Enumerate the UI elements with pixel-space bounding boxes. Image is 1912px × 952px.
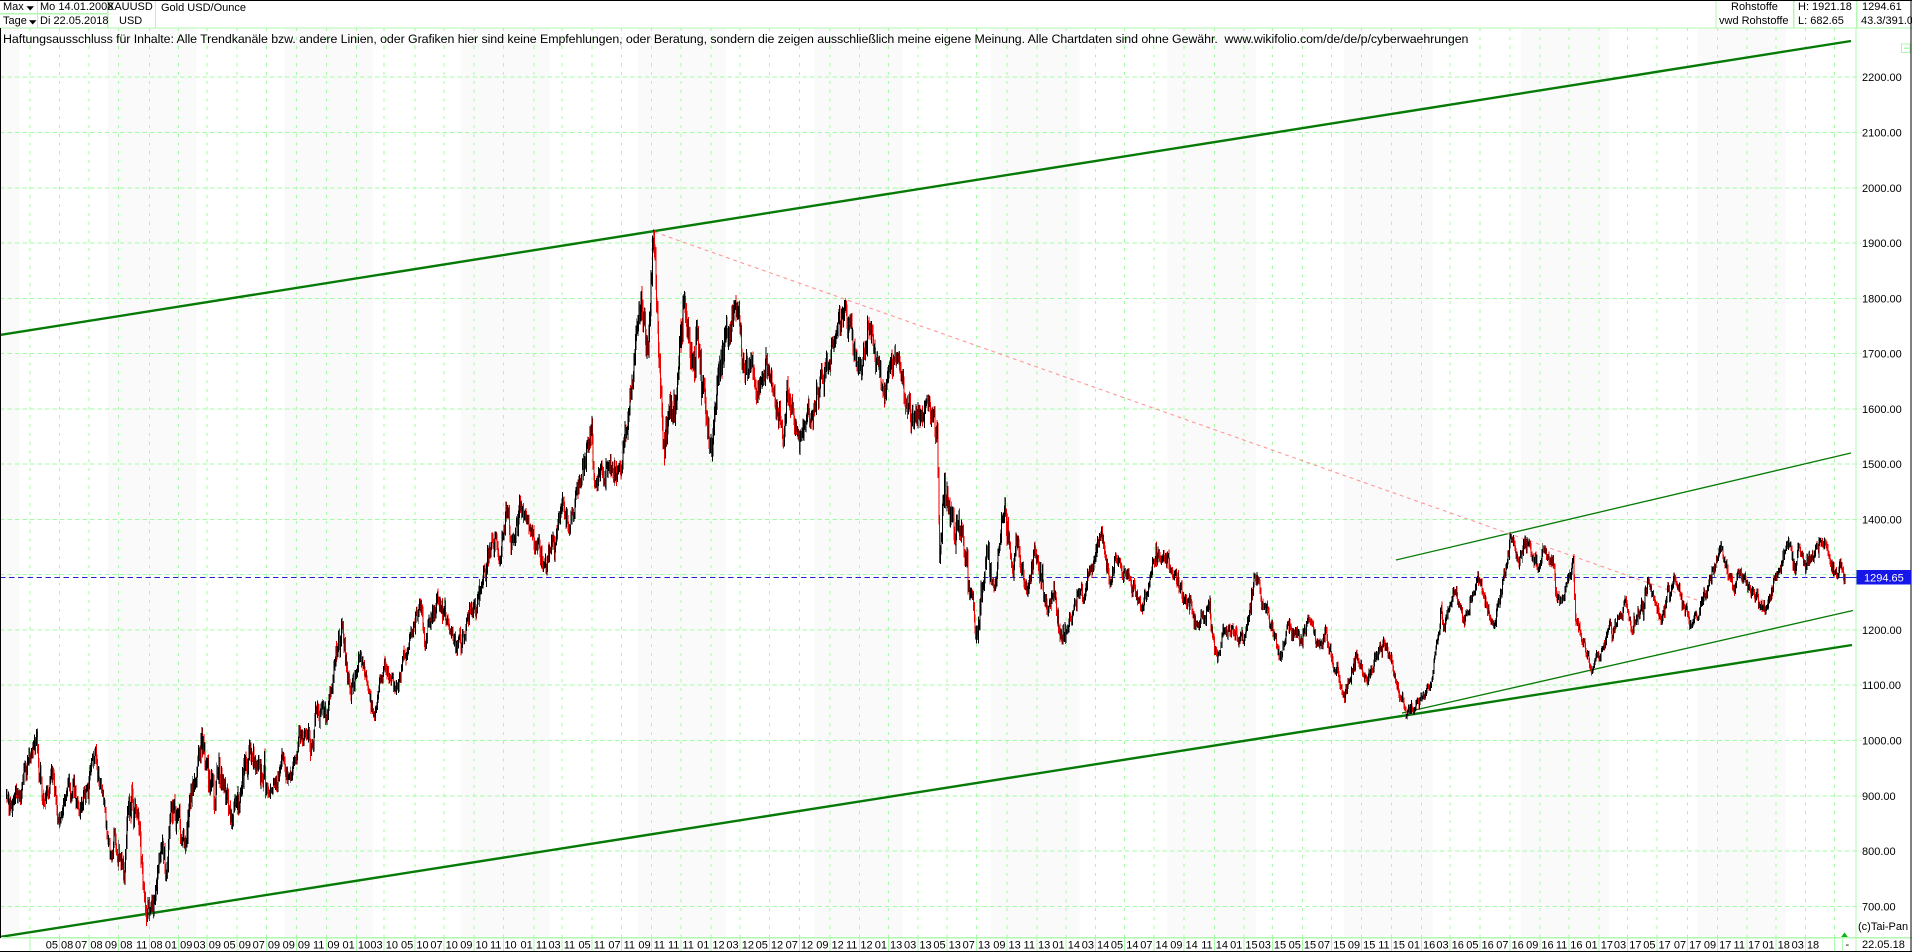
svg-text:09 11: 09 11 xyxy=(638,940,665,952)
svg-text:03 17: 03 17 xyxy=(1614,940,1642,952)
svg-text:09 09: 09 09 xyxy=(283,940,311,952)
svg-text:09 14: 09 14 xyxy=(1170,940,1198,952)
svg-text:01 17: 01 17 xyxy=(1585,940,1613,952)
svg-text:2100.00: 2100.00 xyxy=(1862,128,1902,140)
svg-text:09 16: 09 16 xyxy=(1526,940,1554,952)
svg-text:05 13: 05 13 xyxy=(933,940,961,952)
svg-text:11 10: 11 10 xyxy=(490,940,517,952)
svg-text:1700.00: 1700.00 xyxy=(1862,349,1902,361)
svg-text:11 13: 11 13 xyxy=(1024,940,1051,952)
svg-text:01 16: 01 16 xyxy=(1408,940,1436,952)
svg-text:09 08: 09 08 xyxy=(105,940,133,952)
svg-text:01 11: 01 11 xyxy=(521,940,548,952)
svg-text:11 09: 11 09 xyxy=(313,940,340,952)
svg-text:05 17: 05 17 xyxy=(1643,940,1671,952)
svg-text:07 08: 07 08 xyxy=(75,940,103,952)
svg-text:07 10: 07 10 xyxy=(430,940,458,952)
svg-text:05 12: 05 12 xyxy=(756,940,784,952)
svg-text:03 12: 03 12 xyxy=(726,940,754,952)
svg-text:03 15: 03 15 xyxy=(1259,940,1287,952)
svg-text:07 13: 07 13 xyxy=(963,940,991,952)
svg-text:11 16: 11 16 xyxy=(1556,940,1583,952)
svg-text:03 10: 03 10 xyxy=(370,940,398,952)
svg-text:09 17: 09 17 xyxy=(1704,940,1732,952)
svg-text:11 14: 11 14 xyxy=(1201,940,1228,952)
svg-text:05 11: 05 11 xyxy=(578,940,605,952)
svg-text:03 14: 03 14 xyxy=(1082,940,1110,952)
svg-text:11 17: 11 17 xyxy=(1734,940,1761,952)
svg-text:03 11: 03 11 xyxy=(548,940,575,952)
svg-text:01 18: 01 18 xyxy=(1762,940,1790,952)
svg-text:1400.00: 1400.00 xyxy=(1862,514,1902,526)
svg-text:1900.00: 1900.00 xyxy=(1862,238,1902,250)
svg-text:07 14: 07 14 xyxy=(1140,940,1168,952)
svg-text:1294.65: 1294.65 xyxy=(1864,573,1904,585)
svg-text:1600.00: 1600.00 xyxy=(1862,404,1902,416)
svg-text:09 12: 09 12 xyxy=(816,940,844,952)
svg-text:11 11: 11 11 xyxy=(668,940,694,952)
svg-text:11 12: 11 12 xyxy=(846,940,873,952)
svg-text:07 17: 07 17 xyxy=(1674,940,1702,952)
svg-text:09 15: 09 15 xyxy=(1348,940,1376,952)
svg-text:03 13: 03 13 xyxy=(904,940,932,952)
svg-text:07 11: 07 11 xyxy=(608,940,635,952)
svg-text:1000.00: 1000.00 xyxy=(1862,736,1902,748)
svg-text:05 16: 05 16 xyxy=(1466,940,1494,952)
svg-text:05 09: 05 09 xyxy=(223,940,251,952)
svg-text:03 16: 03 16 xyxy=(1436,940,1464,952)
svg-text:07 12: 07 12 xyxy=(786,940,814,952)
svg-text:800.00: 800.00 xyxy=(1862,846,1896,858)
svg-text:1500.00: 1500.00 xyxy=(1862,459,1902,471)
svg-text:05 08: 05 08 xyxy=(46,940,74,952)
svg-text:900.00: 900.00 xyxy=(1862,791,1896,803)
svg-text:11 15: 11 15 xyxy=(1378,940,1405,952)
svg-text:09 13: 09 13 xyxy=(993,940,1021,952)
svg-text:2000.00: 2000.00 xyxy=(1862,183,1902,195)
svg-text:01 15: 01 15 xyxy=(1230,940,1258,952)
svg-text:03 18: 03 18 xyxy=(1792,940,1820,952)
svg-text:05 15: 05 15 xyxy=(1289,940,1317,952)
svg-text:09 10: 09 10 xyxy=(460,940,488,952)
svg-text:05 14: 05 14 xyxy=(1111,940,1139,952)
svg-text:1100.00: 1100.00 xyxy=(1862,680,1901,692)
svg-text:01 10: 01 10 xyxy=(343,940,371,952)
svg-text:01 12: 01 12 xyxy=(697,940,725,952)
svg-text:01 14: 01 14 xyxy=(1052,940,1080,952)
svg-text:03 09: 03 09 xyxy=(193,940,221,952)
svg-text:1200.00: 1200.00 xyxy=(1862,625,1902,637)
svg-text:700.00: 700.00 xyxy=(1862,901,1896,913)
svg-text:05 10: 05 10 xyxy=(401,940,429,952)
svg-text:1800.00: 1800.00 xyxy=(1862,293,1902,305)
svg-text:07 09: 07 09 xyxy=(253,940,281,952)
svg-text:11 08: 11 08 xyxy=(136,940,163,952)
svg-text:2200.00: 2200.00 xyxy=(1862,72,1902,84)
svg-text:07 16: 07 16 xyxy=(1496,940,1524,952)
svg-text:01 09: 01 09 xyxy=(165,940,193,952)
svg-text:01 13: 01 13 xyxy=(875,940,903,952)
svg-text:07 15: 07 15 xyxy=(1318,940,1346,952)
